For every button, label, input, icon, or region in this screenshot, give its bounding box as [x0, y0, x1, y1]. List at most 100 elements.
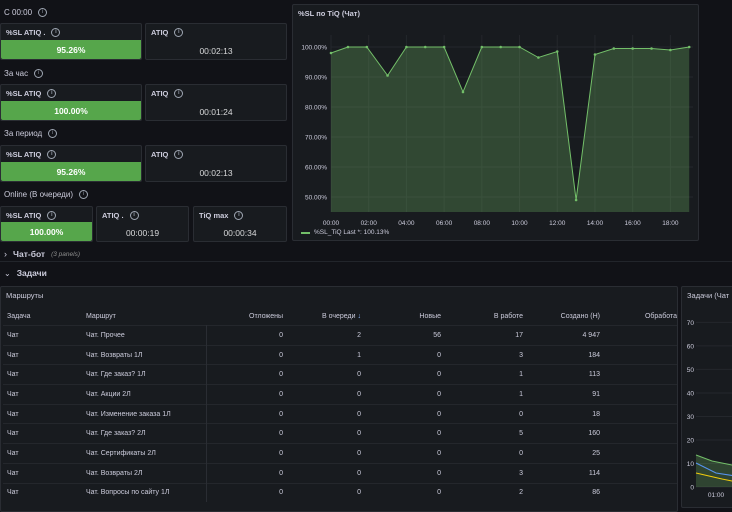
chart-legend[interactable]: %SL_TiQ Last *: 100.13% — [301, 229, 389, 236]
table-cell: Чат. Где заказ? 1Л — [82, 364, 207, 385]
tiq-max-online-panel[interactable]: TiQ max i 00:00:34 — [193, 206, 287, 242]
info-icon[interactable]: i — [174, 28, 184, 37]
sl-atiq-hour-panel[interactable]: %SL ATIQ i 100.00% — [0, 84, 142, 121]
table-cell: Чат — [3, 423, 82, 444]
data-point[interactable] — [442, 45, 446, 49]
tasks-chart-panel[interactable]: Задачи (Чат 0 10 20 30 40 50 60 70 01:00 — [681, 286, 732, 508]
data-point[interactable] — [365, 45, 369, 49]
data-point[interactable] — [574, 198, 578, 202]
sl-atiq-online-panel[interactable]: %SL ATIQ i 100.00% — [0, 206, 93, 242]
table-cell: 86 — [527, 482, 604, 503]
data-point[interactable] — [537, 56, 540, 59]
data-point[interactable] — [631, 47, 634, 50]
atiq-since-panel[interactable]: ATIQ i 00:02:13 — [145, 23, 287, 60]
sl-value: 100.00% — [1, 222, 92, 241]
atiq-hour-panel[interactable]: ATIQ i 00:01:24 — [145, 84, 287, 121]
info-icon[interactable]: i — [47, 211, 57, 220]
routes-title: Маршруты — [6, 291, 44, 300]
col-header[interactable]: Задача — [7, 312, 31, 320]
data-point[interactable] — [405, 45, 408, 49]
table-cell: 0 — [206, 462, 287, 483]
info-icon[interactable]: i — [234, 211, 244, 220]
table-cell: 0 — [365, 364, 445, 385]
info-icon[interactable]: i — [48, 129, 58, 138]
table-cell: 25 — [527, 443, 604, 464]
info-icon[interactable]: i — [129, 211, 139, 220]
col-header[interactable]: В работе — [493, 312, 523, 320]
info-icon[interactable]: i — [51, 28, 61, 37]
section-tasks[interactable]: ⌄ Задачи — [4, 268, 47, 278]
info-icon[interactable]: i — [34, 69, 44, 78]
period-header: За период i — [4, 129, 58, 138]
data-point[interactable] — [423, 45, 427, 49]
col-header-sorted[interactable]: В очереди ↓ — [322, 312, 361, 320]
sl-chart-panel[interactable]: %SL по TiQ (Чат) 50.00% 60.00% 70.00% 80.00… — [292, 4, 699, 241]
table-cell: 3 — [445, 462, 527, 483]
y-tick-label: 50 — [687, 367, 695, 374]
table-cell: Чат. Сертификаты 2Л — [82, 443, 207, 464]
col-header[interactable]: Создано (Н) — [560, 312, 600, 320]
data-point[interactable] — [687, 45, 691, 49]
table-cell: 3 — [445, 344, 527, 365]
table-cell: 0 — [287, 443, 365, 464]
x-tick-label: 14:00 — [587, 220, 604, 227]
table-row[interactable]: Чат Чат. Вопросы по сайту 1Л 0 0 0 2 86 — [3, 482, 677, 503]
table-cell: 0 — [206, 325, 287, 346]
data-point[interactable] — [499, 45, 502, 49]
chevron-right-icon: › — [4, 249, 7, 259]
table-cell: 160 — [527, 423, 604, 444]
table-cell: 0 — [365, 462, 445, 483]
data-point[interactable] — [329, 51, 333, 55]
data-point[interactable] — [669, 48, 672, 52]
data-point[interactable] — [650, 47, 653, 50]
col-header[interactable]: Новые — [419, 312, 441, 320]
atiq-period-panel[interactable]: ATIQ i 00:02:13 — [145, 145, 287, 182]
table-cell — [604, 403, 677, 424]
table-cell: 5 — [445, 423, 527, 444]
x-tick-label: 02:00 — [361, 220, 378, 227]
section-chatbot[interactable]: › Чат-бот (3 panels) — [4, 249, 80, 259]
col-header[interactable]: Обработано ( — [644, 312, 677, 320]
sl-chart: 50.00% 60.00% 70.00% 80.00% 90.00% 100.00% 00:… — [301, 35, 693, 227]
col-header[interactable]: Отложены — [249, 312, 283, 320]
data-point[interactable] — [555, 50, 559, 53]
data-point[interactable] — [593, 53, 597, 56]
data-point[interactable] — [612, 47, 616, 50]
table-cell: Чат. Возвраты 1Л — [82, 344, 207, 365]
sl-atiq-period-panel[interactable]: %SL ATIQ i 95.26% — [0, 145, 142, 182]
series-line — [695, 472, 732, 482]
info-icon[interactable]: i — [78, 190, 88, 199]
info-icon[interactable]: i — [47, 150, 57, 159]
info-icon[interactable]: i — [174, 89, 184, 98]
table-cell: 0 — [206, 384, 287, 405]
info-icon[interactable]: i — [38, 8, 48, 17]
table-cell: Чат — [3, 443, 82, 464]
table-row[interactable]: Чат Чат. Изменение заказа 1Л 0 0 0 0 18 — [3, 403, 677, 424]
table-row[interactable]: Чат Чат. Акции 2Л 0 0 0 1 91 — [3, 384, 677, 405]
col-header[interactable]: Маршрут — [86, 312, 116, 320]
online-header: Online (В очереди) i — [4, 190, 88, 199]
table-cell: 0 — [206, 423, 287, 444]
info-icon[interactable]: i — [47, 89, 57, 98]
table-cell: Чат — [3, 384, 82, 405]
y-tick-label: 60.00% — [305, 165, 327, 172]
table-row[interactable]: Чат Чат. Возвраты 2Л 0 0 0 3 114 — [3, 462, 677, 483]
data-point[interactable] — [461, 90, 465, 94]
atiq-online-panel[interactable]: ATIQ .i 00:00:19 — [96, 206, 189, 242]
table-cell: Чат — [3, 364, 82, 385]
x-tick-label: 16:00 — [625, 220, 642, 227]
data-point[interactable] — [386, 74, 389, 77]
data-point[interactable] — [480, 45, 484, 49]
y-tick-label: 70.00% — [305, 135, 327, 142]
info-icon[interactable]: i — [174, 150, 184, 159]
data-point[interactable] — [518, 45, 521, 49]
routes-panel[interactable]: Маршруты Задача Маршрут Отложены В очере… — [0, 286, 678, 512]
table-row[interactable]: Чат Чат. Сертификаты 2Л 0 0 0 0 25 — [3, 443, 677, 464]
data-point[interactable] — [346, 45, 350, 49]
table-cell — [604, 443, 677, 464]
sl-atiq-since-panel[interactable]: %SL ATIQ .i 95.26% — [0, 23, 142, 60]
